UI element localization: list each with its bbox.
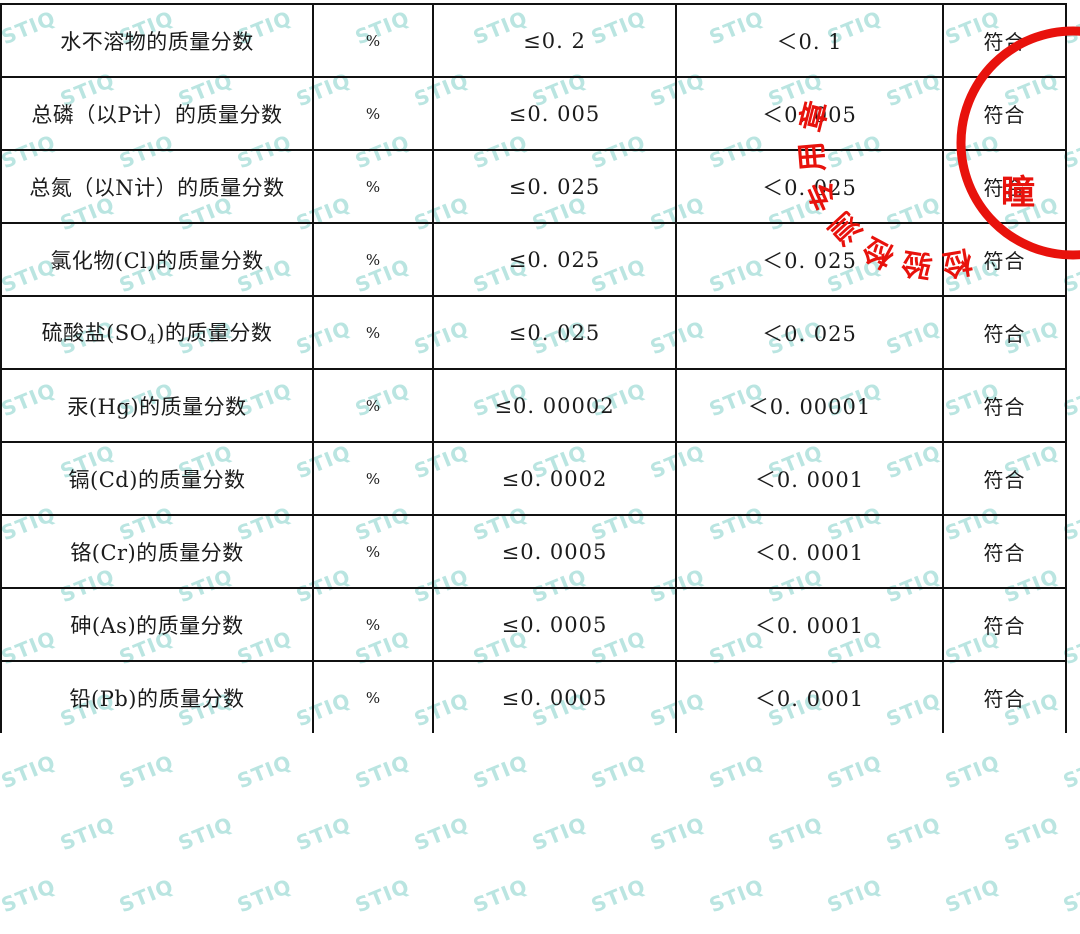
watermark-text: STIQ	[115, 873, 178, 918]
cell-item: 水不溶物的质量分数	[0, 3, 314, 78]
table-body: 水不溶物的质量分数% ≤0. 2 ＜0. 1 符合 总磷（以P计）的质量分数% ≤0. 0…	[0, 3, 1067, 733]
watermark-text: STIQ	[941, 873, 1004, 918]
table-row: 铅(Pb)的质量分数% ≤0. 0005 ＜0. 0001 符合	[0, 660, 1067, 733]
cell-unit: %	[312, 514, 434, 589]
watermark-row: STIQ STIQ STIQ STIQ STIQ STIQ STIQ STIQ STIQ STIQ…	[0, 872, 1080, 934]
cell-unit: %	[312, 295, 434, 370]
watermark-row: STIQSTIQSTIQSTIQSTIQSTIQSTIQSTIQSTIQSTIQ…	[0, 810, 1080, 872]
watermark-text: STIQ	[351, 873, 414, 918]
watermark-text: STIQ	[351, 749, 414, 794]
table-row: 硫酸盐(SO4)的质量分数% ≤0. 025 ＜0. 025 符合	[0, 295, 1067, 370]
watermark-text: STIQ	[882, 811, 945, 856]
cell-unit: %	[312, 368, 434, 443]
cell-spec: ≤0. 0005	[432, 587, 677, 662]
inspection-result-table: 水不溶物的质量分数% ≤0. 2 ＜0. 1 符合 总磷（以P计）的质量分数% ≤0. 0…	[0, 3, 1067, 733]
cell-item: 砷(As)的质量分数	[0, 587, 314, 662]
watermark-text: STIQ	[823, 873, 886, 918]
cell-spec: ≤0. 2	[432, 3, 677, 78]
watermark-text: STIQ	[233, 749, 296, 794]
cell-result: ＜0. 0001	[675, 441, 944, 516]
cell-spec: ≤0. 025	[432, 222, 677, 297]
watermark-text: STIQ	[0, 873, 60, 918]
cell-item: 镉(Cd)的质量分数	[0, 441, 314, 516]
cell-conclusion: 符合	[942, 149, 1067, 224]
watermark-text: STIQ	[0, 789, 57, 855]
watermark-text: STIQ	[1000, 811, 1063, 856]
cell-conclusion: 符合	[942, 441, 1067, 516]
cell-result: ＜0. 025	[675, 295, 944, 370]
cell-result: ＜0. 1	[675, 3, 944, 78]
watermark-text: STIQ	[1059, 873, 1080, 918]
cell-result: ＜0. 025	[675, 149, 944, 224]
cell-unit: %	[312, 441, 434, 516]
cell-item: 铅(Pb)的质量分数	[0, 660, 314, 733]
watermark-text: STIQ	[587, 873, 650, 918]
cell-conclusion: 符合	[942, 76, 1067, 151]
cell-result: ＜0. 025	[675, 222, 944, 297]
watermark-text: STIQ	[56, 811, 119, 856]
table-row: 镉(Cd)的质量分数% ≤0. 0002 ＜0. 0001 符合	[0, 441, 1067, 516]
cell-conclusion: 符合	[942, 222, 1067, 297]
cell-conclusion: 符合	[942, 660, 1067, 733]
cell-conclusion: 符合	[942, 587, 1067, 662]
table-row: 总磷（以P计）的质量分数% ≤0. 005 ＜0. 005 符合	[0, 76, 1067, 151]
cell-result: ＜0. 0001	[675, 514, 944, 589]
cell-result: ＜0. 005	[675, 76, 944, 151]
cell-item: 总磷（以P计）的质量分数	[0, 76, 314, 151]
cell-conclusion: 符合	[942, 368, 1067, 443]
watermark-text: STIQ	[1059, 749, 1080, 794]
table-row: 汞(Hg)的质量分数% ≤0. 00002 ＜0. 00001 符合	[0, 368, 1067, 443]
table-row: 砷(As)的质量分数% ≤0. 0005 ＜0. 0001 符合	[0, 587, 1067, 662]
cell-unit: %	[312, 3, 434, 78]
watermark-text: STIQ	[823, 749, 886, 794]
cell-result: ＜0. 0001	[675, 660, 944, 733]
table-row: 氯化物(Cl)的质量分数% ≤0. 025 ＜0. 025 符合	[0, 222, 1067, 297]
cell-unit: %	[312, 660, 434, 733]
cell-spec: ≤0. 00002	[432, 368, 677, 443]
cell-item: 硫酸盐(SO4)的质量分数	[0, 295, 314, 370]
cell-conclusion: 符合	[942, 514, 1067, 589]
watermark-text: STIQ	[587, 749, 650, 794]
cell-unit: %	[312, 222, 434, 297]
cell-item: 总氮（以N计）的质量分数	[0, 149, 314, 224]
watermark-text: STIQ	[941, 749, 1004, 794]
watermark-text: STIQ	[705, 873, 768, 918]
cell-unit: %	[312, 76, 434, 151]
table-row: 铬(Cr)的质量分数% ≤0. 0005 ＜0. 0001 符合	[0, 514, 1067, 589]
cell-spec: ≤0. 0005	[432, 660, 677, 733]
cell-conclusion: 符合	[942, 295, 1067, 370]
watermark-text: STIQ	[469, 749, 532, 794]
watermark-text: STIQ	[233, 873, 296, 918]
cell-unit: %	[312, 587, 434, 662]
watermark-text: STIQ	[174, 811, 237, 856]
watermark-text: STIQ	[469, 873, 532, 918]
cell-item: 铬(Cr)的质量分数	[0, 514, 314, 589]
watermark-text: STIQ	[705, 749, 768, 794]
cell-spec: ≤0. 005	[432, 76, 677, 151]
cell-conclusion: 符合	[942, 3, 1067, 78]
watermark-text: STIQ	[410, 811, 473, 856]
cell-item: 汞(Hg)的质量分数	[0, 368, 314, 443]
cell-result: ＜0. 0001	[675, 587, 944, 662]
watermark-text: STIQ	[528, 811, 591, 856]
watermark-text: STIQ	[646, 811, 709, 856]
cell-spec: ≤0. 0005	[432, 514, 677, 589]
cell-spec: ≤0. 025	[432, 149, 677, 224]
watermark-text: STIQ	[764, 811, 827, 856]
cell-spec: ≤0. 0002	[432, 441, 677, 516]
table-row: 总氮（以N计）的质量分数% ≤0. 025 ＜0. 025 符合	[0, 149, 1067, 224]
cell-unit: %	[312, 149, 434, 224]
watermark-row: STIQ STIQ STIQ STIQ STIQ STIQ STIQ STIQ STIQ STIQ…	[0, 748, 1080, 810]
cell-item: 氯化物(Cl)的质量分数	[0, 222, 314, 297]
cell-spec: ≤0. 025	[432, 295, 677, 370]
watermark-text: STIQ	[115, 749, 178, 794]
watermark-text: STIQ	[0, 749, 60, 794]
cell-result: ＜0. 00001	[675, 368, 944, 443]
watermark-text: STIQ	[292, 811, 355, 856]
table-row: 水不溶物的质量分数% ≤0. 2 ＜0. 1 符合	[0, 3, 1067, 78]
